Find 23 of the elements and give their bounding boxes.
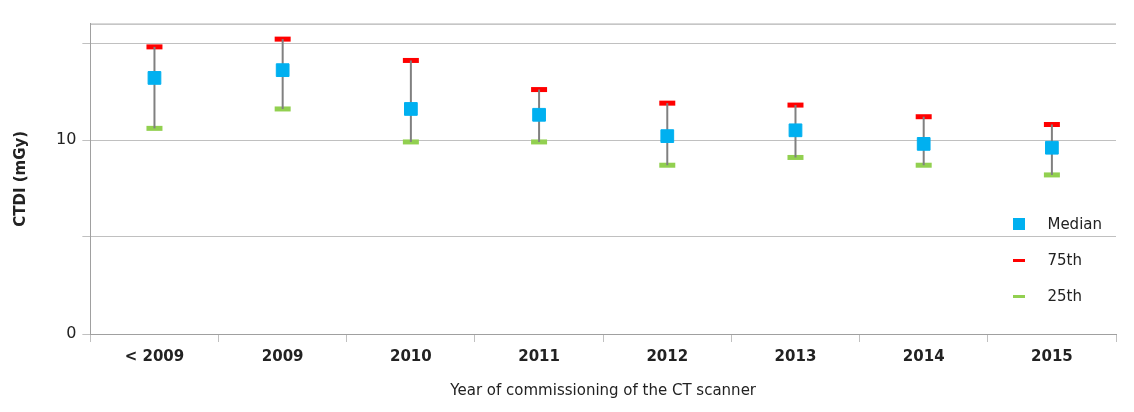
x-tick-label: 2012 — [646, 346, 689, 365]
point — [532, 107, 546, 122]
x-axis-title: Year of commissioning of the CT scanner — [449, 380, 757, 399]
point — [147, 71, 162, 85]
y-tick-label: 10 — [56, 129, 77, 149]
annotation: 25th — [1047, 287, 1082, 305]
x-tick-label: 2011 — [518, 346, 560, 365]
y-tick-label: 0 — [66, 323, 77, 343]
x-tick-label: 2013 — [774, 346, 817, 365]
point — [660, 129, 675, 143]
x-tick-label: 2014 — [902, 346, 945, 365]
point — [916, 137, 931, 151]
y-axis-title: CTDI (mGy) — [10, 130, 29, 227]
x-tick-label: 2010 — [390, 346, 432, 365]
legend-label: Median — [1047, 215, 1102, 233]
x-tick-label: 2009 — [261, 346, 304, 365]
annotation: 75th — [1047, 251, 1082, 269]
point — [1045, 140, 1059, 155]
x-tick-label: < 2009 — [124, 346, 185, 365]
point — [404, 102, 418, 116]
x-tick-label: 2015 — [1031, 346, 1073, 365]
point — [275, 63, 290, 78]
point — [788, 123, 803, 138]
